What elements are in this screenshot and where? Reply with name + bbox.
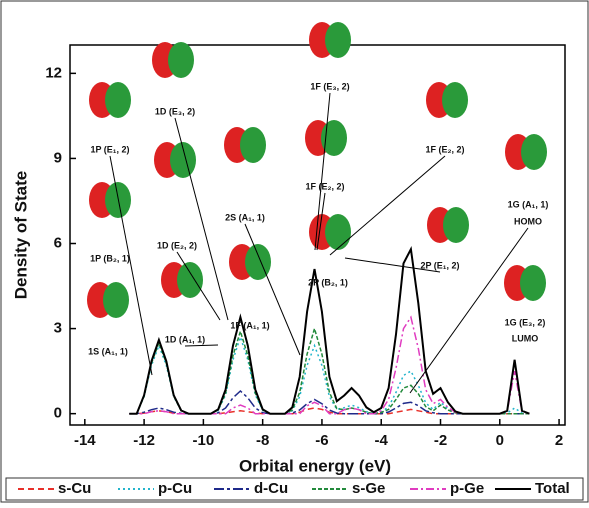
x-axis-label: Orbital energy (eV) bbox=[239, 456, 391, 475]
series-line bbox=[129, 317, 529, 414]
y-tick-label: 3 bbox=[54, 320, 62, 337]
y-tick-label: 12 bbox=[45, 64, 62, 81]
legend-label: s-Cu bbox=[58, 480, 91, 497]
orbital-lobe bbox=[325, 22, 351, 58]
annotation: HOMO bbox=[514, 216, 542, 226]
chart: Density of State Orbital energy (eV) 0 3 6… bbox=[0, 0, 589, 503]
x-tick-label: -6 bbox=[315, 432, 328, 449]
annotation: 1D (E₂, 2) bbox=[157, 240, 197, 250]
y-tick-label: 0 bbox=[54, 405, 62, 422]
orbital-lobe bbox=[521, 134, 547, 170]
annotation: 1F (E₃, 2) bbox=[310, 81, 349, 91]
annotation: 1F (A₁, 1) bbox=[230, 320, 269, 330]
x-tick-label: -4 bbox=[375, 432, 389, 449]
orbital-lobe bbox=[177, 262, 203, 298]
annotation: 1P (E₁, 2) bbox=[90, 144, 129, 154]
x-tick-label: 2 bbox=[555, 432, 563, 449]
orbital-lobe bbox=[105, 82, 131, 118]
annotation: 1G (E₃, 2) bbox=[505, 317, 546, 327]
y-tick-label: 9 bbox=[54, 149, 62, 166]
orbital-lobe bbox=[520, 265, 546, 301]
orbital-lobe bbox=[245, 244, 271, 280]
orbital-lobe bbox=[443, 207, 469, 243]
leader-line bbox=[245, 224, 300, 355]
orbital-lobe bbox=[442, 82, 468, 118]
x-tick-label: 0 bbox=[496, 432, 504, 449]
annotation: 2S (A₁, 1) bbox=[225, 212, 265, 222]
x-tick-label: -2 bbox=[434, 432, 447, 449]
x-tick-label: -10 bbox=[193, 432, 215, 449]
x-tick-label: -14 bbox=[74, 432, 96, 449]
y-tick-label: 6 bbox=[54, 234, 62, 251]
annotation: 1F (E₂, 2) bbox=[425, 144, 464, 154]
outer-frame bbox=[1, 1, 588, 502]
x-tick-label: -12 bbox=[133, 432, 155, 449]
legend-label: Total bbox=[535, 480, 570, 497]
annotation: 1D (A₁, 1) bbox=[165, 334, 205, 344]
y-axis-label: Density of State bbox=[11, 171, 30, 299]
annotation: 1G (A₁, 1) bbox=[508, 199, 549, 209]
annotation: 1P (B₂, 1) bbox=[90, 253, 130, 263]
annotation: 1S (A₁, 1) bbox=[88, 346, 128, 356]
orbital-lobe bbox=[240, 127, 266, 163]
orbital-lobe bbox=[325, 214, 351, 250]
legend-label: p-Ge bbox=[450, 480, 484, 497]
annotation: 1F (E₂, 2) bbox=[305, 181, 344, 191]
annotation: 1D (E₃, 2) bbox=[155, 106, 195, 116]
orbital-lobe bbox=[168, 42, 194, 78]
leader-line bbox=[410, 228, 528, 393]
legend-label: p-Cu bbox=[158, 480, 192, 497]
x-tick-label: -8 bbox=[256, 432, 269, 449]
legend-label: d-Cu bbox=[254, 480, 288, 497]
annotation: LUMO bbox=[512, 333, 539, 343]
orbital-lobe bbox=[103, 282, 129, 318]
annotation: 2P (B₂, 1) bbox=[308, 277, 348, 287]
legend-label: s-Ge bbox=[352, 480, 385, 497]
leader-line bbox=[185, 345, 218, 346]
annotation: 2P (E₁, 2) bbox=[420, 260, 459, 270]
leader-line bbox=[110, 156, 152, 375]
leader-line bbox=[330, 156, 445, 255]
